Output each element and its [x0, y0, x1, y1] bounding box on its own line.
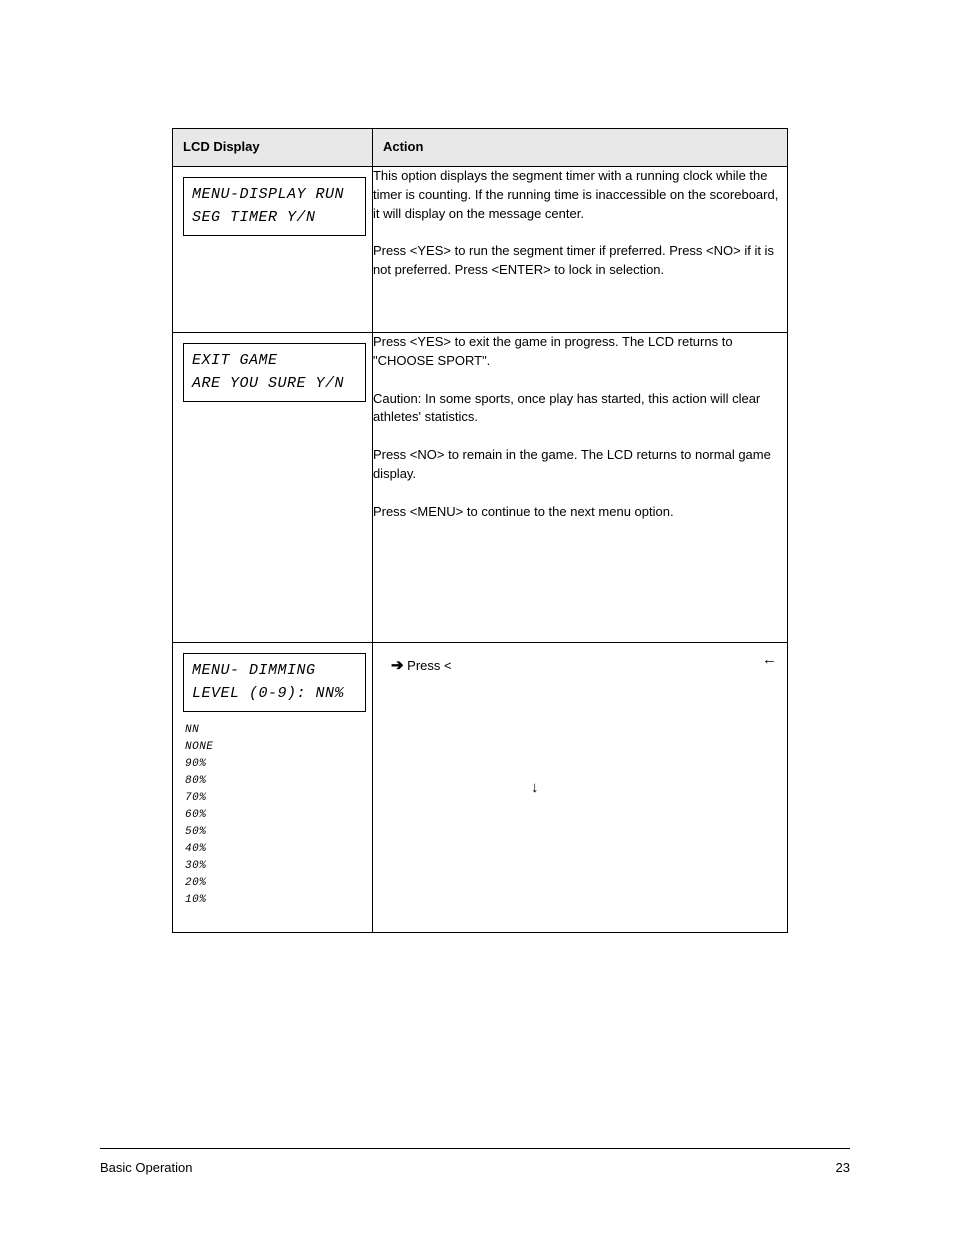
dim-val-4: 60% — [185, 807, 372, 824]
dim-val-9: 10% — [185, 892, 372, 909]
row-seg-timer: MENU-DISPLAY RUN SEG TIMER Y/N This opti… — [173, 167, 788, 333]
cell-exit-desc: Press <YES> to exit the game in progress… — [372, 333, 787, 643]
footer-rule — [100, 1148, 850, 1149]
lcd-dim-line2: LEVEL (0-9): NN% — [192, 683, 357, 706]
footer-left: Basic Operation — [100, 1160, 193, 1175]
lcd-exit-line1: EXIT GAME — [192, 350, 357, 373]
cell-seg-lcd: MENU-DISPLAY RUN SEG TIMER Y/N — [173, 167, 373, 333]
table-header-row: LCD Display Action — [173, 129, 788, 167]
cell-seg-desc: This option displays the segment timer w… — [372, 167, 787, 333]
cell-dim-desc: ← ➔ Press <> to scroll backward to the p… — [372, 643, 787, 933]
dim-val-8: 20% — [185, 875, 372, 892]
cell-exit-lcd: EXIT GAME ARE YOU SURE Y/N — [173, 333, 373, 643]
lcd-dim-line1: MENU- DIMMING — [192, 660, 357, 683]
dim-val-2: 80% — [185, 773, 372, 790]
exit-desc-text: Press <YES> to exit the game in progress… — [373, 333, 787, 521]
lcd-exit-line2: ARE YOU SURE Y/N — [192, 373, 357, 396]
menu-table: LCD Display Action MENU-DISPLAY RUN SEG … — [172, 128, 788, 933]
dim-intro-line: ➔ Press <> to scroll backward to the pre… — [391, 655, 757, 677]
dim-values-list: NN NONE 90% 80% 70% 60% 50% 40% 30% 20% … — [185, 722, 372, 910]
dim-intro-pre: Press < — [407, 658, 451, 673]
header-cell-action: Action — [372, 129, 787, 167]
cell-dim-lcd: MENU- DIMMING LEVEL (0-9): NN% NN NONE 9… — [173, 643, 373, 933]
lcd-seg-line1: MENU-DISPLAY RUN — [192, 184, 357, 207]
lcd-box-exit: EXIT GAME ARE YOU SURE Y/N — [183, 343, 366, 402]
row-exit-game: EXIT GAME ARE YOU SURE Y/N Press <YES> t… — [173, 333, 788, 643]
dim-val-6: 40% — [185, 841, 372, 858]
footer-right: 23 — [836, 1160, 850, 1175]
header-lcd-label: LCD Display — [173, 129, 372, 164]
lcd-box-seg: MENU-DISPLAY RUN SEG TIMER Y/N — [183, 177, 366, 236]
arrow-left-icon: ← — [762, 649, 777, 671]
arrow-right-icon: ➔ — [391, 655, 404, 677]
header-action-label: Action — [373, 129, 787, 164]
arrow-down-icon: ↓ — [531, 777, 539, 799]
lcd-seg-line2: SEG TIMER Y/N — [192, 207, 357, 230]
lcd-box-dim: MENU- DIMMING LEVEL (0-9): NN% — [183, 653, 366, 712]
seg-desc-text: This option displays the segment timer w… — [373, 167, 787, 280]
dim-val-7: 30% — [185, 858, 372, 875]
dim-val-1: 90% — [185, 756, 372, 773]
dim-val-0: NONE — [185, 739, 372, 756]
dim-val-3: 70% — [185, 790, 372, 807]
page: LCD Display Action MENU-DISPLAY RUN SEG … — [0, 0, 954, 1235]
dim-val-5: 50% — [185, 824, 372, 841]
header-cell-lcd: LCD Display — [173, 129, 373, 167]
row-dimming: MENU- DIMMING LEVEL (0-9): NN% NN NONE 9… — [173, 643, 788, 933]
dim-values-label: NN — [185, 722, 372, 739]
